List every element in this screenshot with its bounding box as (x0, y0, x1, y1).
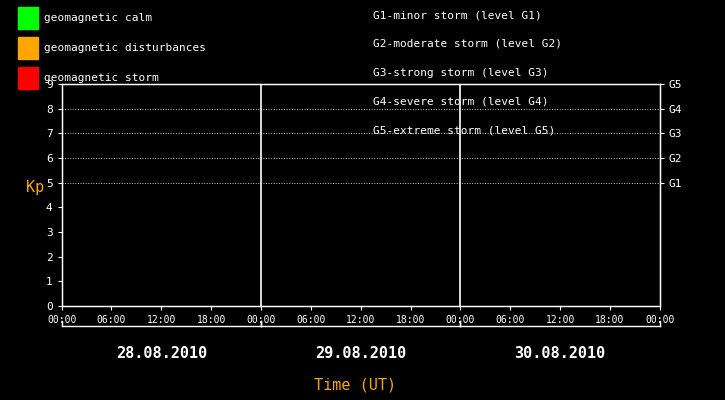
Text: G4-severe storm (level G4): G4-severe storm (level G4) (373, 96, 549, 106)
Text: Time (UT): Time (UT) (314, 377, 397, 392)
Text: G5-extreme storm (level G5): G5-extreme storm (level G5) (373, 125, 555, 135)
Text: G2-moderate storm (level G2): G2-moderate storm (level G2) (373, 39, 563, 49)
Text: G1-minor storm (level G1): G1-minor storm (level G1) (373, 10, 542, 20)
Text: 28.08.2010: 28.08.2010 (116, 346, 207, 362)
Y-axis label: Kp: Kp (25, 180, 44, 195)
Text: G3-strong storm (level G3): G3-strong storm (level G3) (373, 68, 549, 78)
Text: geomagnetic calm: geomagnetic calm (44, 13, 152, 23)
Text: 29.08.2010: 29.08.2010 (315, 346, 406, 362)
Text: geomagnetic disturbances: geomagnetic disturbances (44, 43, 206, 53)
Text: 30.08.2010: 30.08.2010 (515, 346, 605, 362)
Text: geomagnetic storm: geomagnetic storm (44, 73, 159, 83)
